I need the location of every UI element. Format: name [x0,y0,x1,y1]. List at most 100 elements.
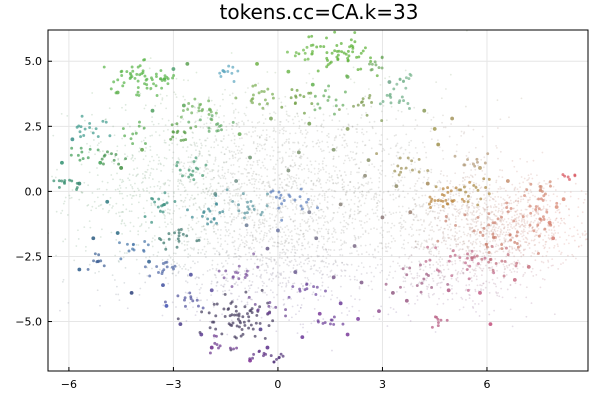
data-point [496,222,498,225]
data-point [293,200,296,203]
data-point [431,204,434,207]
cluster-point [272,360,276,364]
data-point [454,238,457,241]
data-point [454,269,457,272]
data-point [261,221,264,224]
data-point [331,241,334,243]
data-point [549,199,552,202]
data-point [452,214,455,217]
data-point [152,123,155,126]
data-point [271,291,274,294]
data-point [226,192,228,195]
data-point [443,207,446,210]
data-point [362,133,365,136]
data-point [402,152,405,155]
data-point [173,91,176,94]
data-point [338,249,341,251]
data-point [359,191,361,194]
data-point [214,253,216,255]
data-point [221,266,224,268]
data-point [292,165,294,168]
cluster-point [295,88,299,92]
data-point [424,265,427,268]
data-point [522,253,525,256]
data-point [343,219,346,222]
data-point [89,145,92,147]
data-point [384,221,386,224]
data-point [164,181,167,184]
data-point [245,240,247,242]
data-point [332,165,335,168]
data-point [498,262,501,264]
cluster-point [334,104,338,108]
data-point [517,259,519,262]
data-point [502,198,505,200]
data-point [494,239,497,242]
cluster-point [278,196,282,200]
cluster-point [175,122,179,126]
data-point [187,79,190,82]
data-point [284,239,287,242]
data-point [288,155,290,158]
data-point [222,189,225,192]
data-point [349,208,352,211]
data-point [410,163,413,166]
cluster-point [143,265,147,269]
data-point [190,166,193,169]
data-point [533,235,536,238]
data-point [479,251,482,253]
data-point [557,221,559,224]
data-point [356,250,358,252]
data-point [284,105,287,107]
data-point [325,171,327,173]
data-point [565,258,567,261]
data-point [126,307,129,310]
cluster-point [136,79,140,83]
cluster-point [247,319,251,323]
data-point [253,255,255,257]
data-point [418,177,420,180]
cluster-point [249,99,253,103]
data-point [299,155,302,157]
data-point [353,210,356,213]
cluster-point [151,197,155,201]
data-point [95,207,97,210]
data-point [336,238,338,241]
cluster-point [408,106,411,110]
data-point [384,174,387,177]
data-point [509,284,512,287]
data-point [283,142,286,144]
cluster-point [208,351,212,355]
data-point [247,289,250,292]
data-point [349,78,352,81]
data-point [308,260,311,263]
data-point [236,284,239,286]
cluster-point [204,163,208,167]
data-point [185,150,188,152]
cluster-point [400,95,404,99]
cluster-point [166,82,170,86]
data-point [451,263,454,266]
cluster-point [218,211,222,214]
data-point [307,218,310,221]
data-point [167,195,170,198]
data-point [299,165,302,168]
cluster-point [165,201,169,205]
data-point [268,258,271,261]
data-point [364,229,367,232]
data-point [467,247,469,250]
data-point [302,144,304,147]
data-point [171,259,174,261]
data-point [333,139,336,142]
cluster-point [166,77,170,81]
data-point [211,213,213,215]
cluster-point [181,174,184,178]
data-point [420,205,423,208]
data-point [268,225,270,227]
data-point [308,224,311,227]
data-point [151,267,153,270]
data-point [243,182,246,185]
data-point [307,205,309,208]
data-point [116,285,118,288]
data-point [474,269,477,272]
